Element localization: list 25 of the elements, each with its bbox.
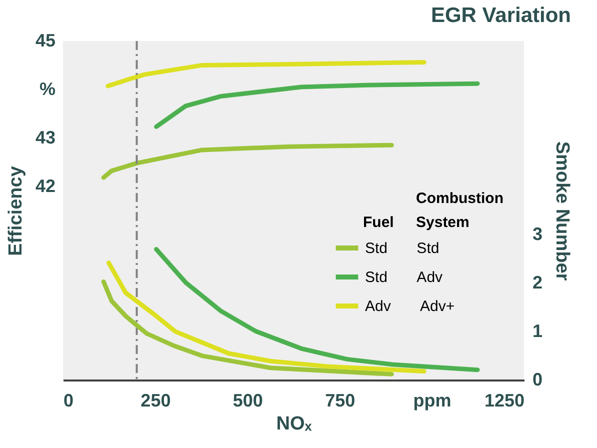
line-series xyxy=(106,60,426,88)
y-tick-label: 45 xyxy=(35,30,56,50)
y2-tick-label: 1 xyxy=(532,321,543,342)
x-tick-label: ppm xyxy=(413,390,452,410)
x-axis-title: NOₓ xyxy=(276,414,312,434)
x-tick-label: 1250 xyxy=(484,390,524,410)
x-tick-label: 250 xyxy=(140,390,171,410)
legend-label: Std Adv xyxy=(365,269,444,286)
y2-axis-title: Smoke Number xyxy=(552,141,573,282)
line-series xyxy=(154,81,480,129)
y-tick-label: % xyxy=(39,78,56,99)
y-axis-title: Efficiency xyxy=(5,166,26,256)
y2-tick-label: 3 xyxy=(532,224,543,244)
y2-tick-label: 0 xyxy=(532,370,543,390)
y2-tick-label: 2 xyxy=(532,272,543,293)
y-tick-label: 43 xyxy=(35,127,56,148)
legend-label: Std Std xyxy=(365,240,440,257)
x-tick-label: 0 xyxy=(64,390,74,410)
text: Fuel Combustion System xyxy=(363,190,504,231)
x-tick-label: 750 xyxy=(325,390,356,410)
legend-label: Adv Adv+ xyxy=(365,298,455,315)
line-series xyxy=(101,142,394,180)
x-tick-label: 500 xyxy=(232,390,263,410)
y-tick-label: 42 xyxy=(35,176,56,196)
chart-title: EGR Variation xyxy=(430,4,572,27)
